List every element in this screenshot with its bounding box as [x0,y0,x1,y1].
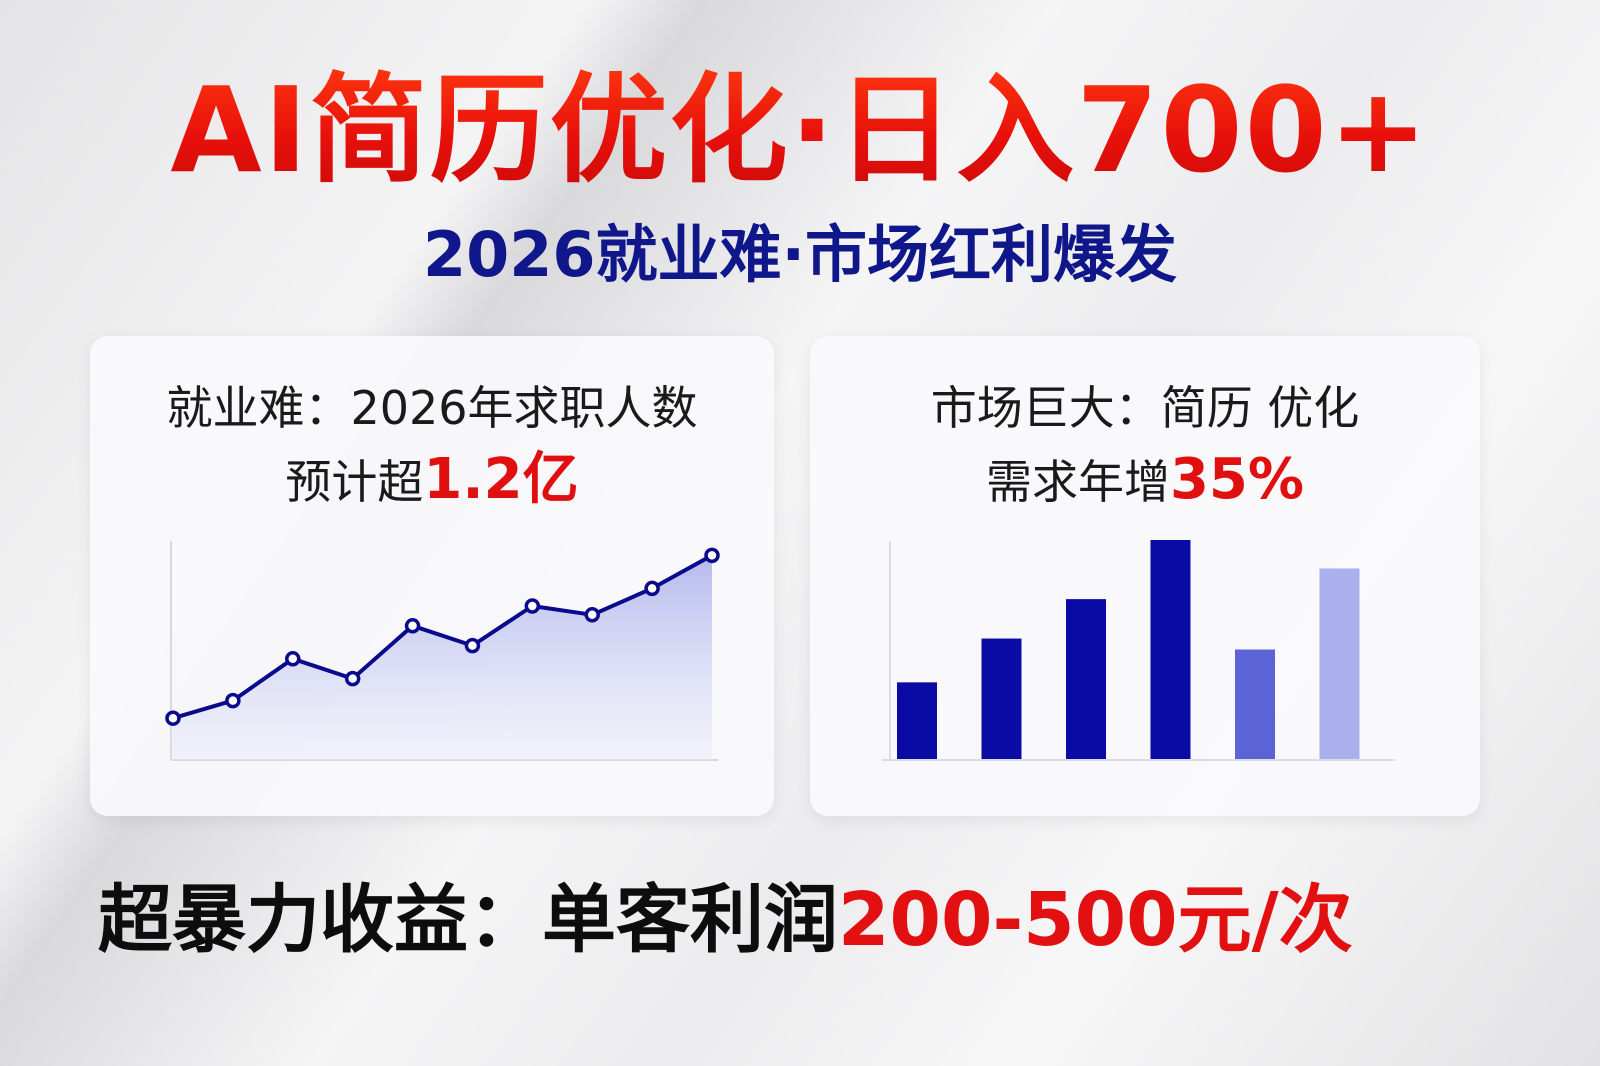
card-line1: 就业难：2026年求职人数 [166,381,698,435]
series-line [172,553,713,721]
bar [1150,540,1191,759]
area-fill [173,555,712,760]
bar [897,682,937,759]
data-point [165,710,181,726]
data-point [404,618,421,634]
data-point [225,692,241,709]
bar [1235,649,1275,759]
data-point [524,598,541,614]
bar [981,638,1022,759]
subheadline: 2026就业难·市场红利爆发 [422,218,1178,291]
data-point [704,547,720,564]
bar [1066,599,1106,759]
bar-chart [882,540,1395,761]
line-chart [165,541,720,761]
bottom-highlight: 200-500元/次 [838,877,1353,963]
bar [1319,568,1360,759]
market-card: 市场巨大：简历 优化 需求年增35% [810,336,1480,816]
bottom-banner: 超暴力收益：单客利润200-500元/次 [98,870,1353,970]
data-point [644,580,660,597]
card-line1: 市场巨大：简历 优化 [930,381,1360,435]
card-line2-prefix: 预计超 [285,455,424,509]
card-line2-prefix: 需求年增 [985,455,1170,509]
card-highlight: 35% [1169,447,1305,512]
bottom-prefix: 超暴力收益：单客利润 [98,877,838,963]
data-point [464,637,481,654]
data-point [344,670,361,687]
data-point [285,651,301,667]
headline: AI简历优化·日入700+ [0,55,1600,205]
job-seekers-card: 就业难：2026年求职人数 预计超1.2亿 [90,336,774,816]
card-highlight: 1.2亿 [423,447,579,512]
data-point [584,607,600,623]
